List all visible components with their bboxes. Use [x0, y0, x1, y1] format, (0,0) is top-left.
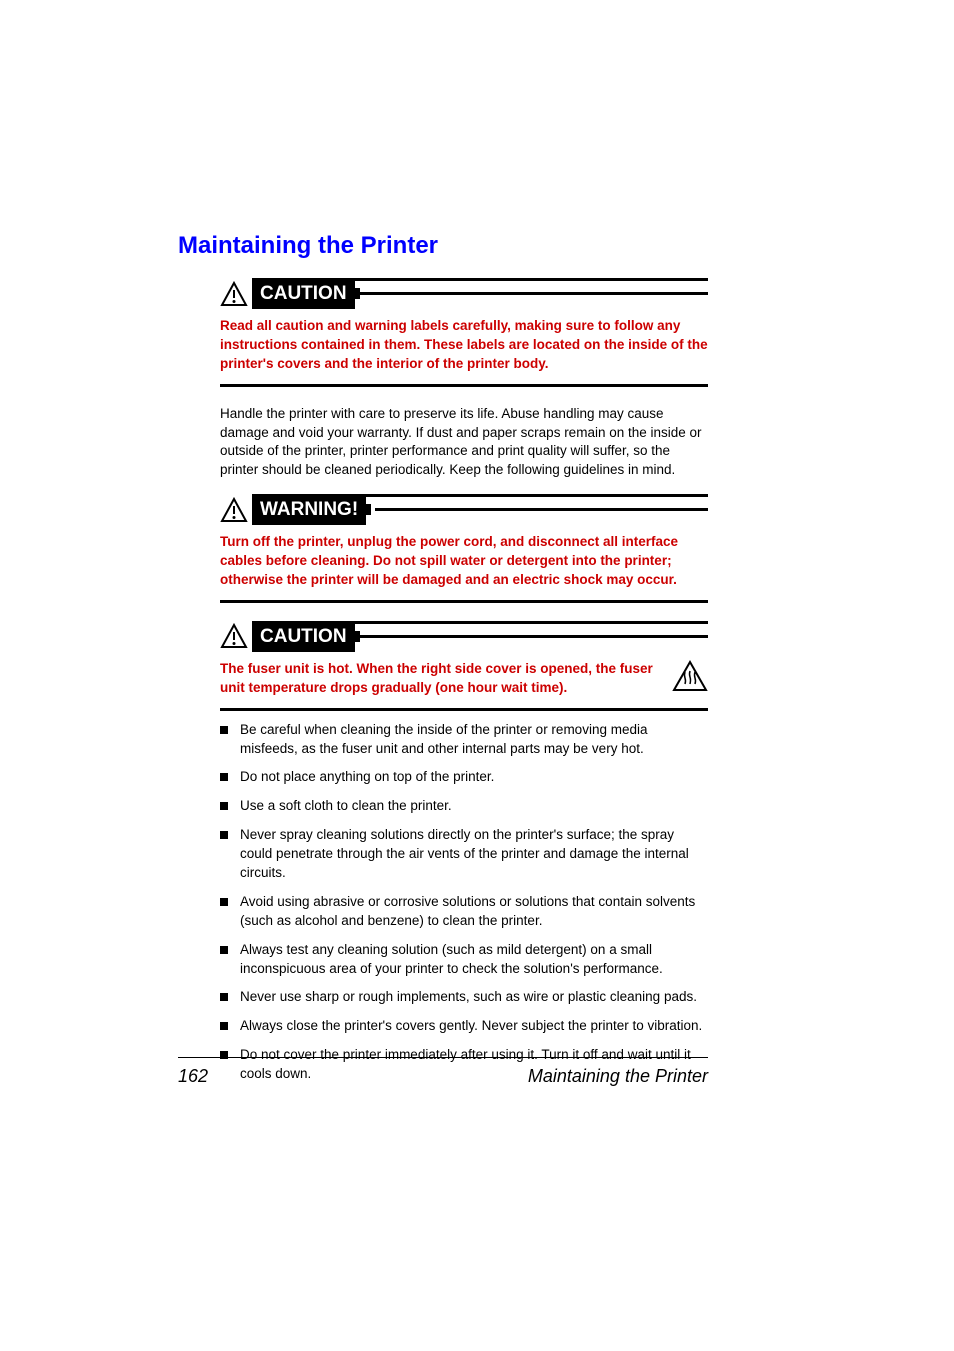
list-item: Always close the printer's covers gently…	[220, 1017, 708, 1036]
caution-label-2: CAUTION	[252, 624, 355, 652]
caution-block-1: CAUTION Read all caution and warning lab…	[220, 278, 708, 387]
bullet-text: Always test any cleaning solution (such …	[240, 941, 708, 979]
bullet-text: Use a soft cloth to clean the printer.	[240, 797, 708, 816]
bullet-text: Always close the printer's covers gently…	[240, 1017, 708, 1036]
caution-text-1: Read all caution and warning labels care…	[220, 317, 708, 374]
caution-label: CAUTION	[252, 281, 355, 309]
guidelines-list: Be careful when cleaning the inside of t…	[220, 721, 708, 1084]
bullet-text: Do not place anything on top of the prin…	[240, 768, 708, 787]
list-item: Use a soft cloth to clean the printer.	[220, 797, 708, 816]
hot-surface-icon	[672, 660, 708, 692]
list-item: Never spray cleaning solutions directly …	[220, 826, 708, 883]
warning-triangle-icon	[220, 280, 248, 308]
page-number: 162	[178, 1066, 208, 1087]
list-item: Do not place anything on top of the prin…	[220, 768, 708, 787]
bullet-text: Never use sharp or rough implements, suc…	[240, 988, 708, 1007]
page-heading: Maintaining the Printer	[178, 232, 708, 260]
page-footer: 162 Maintaining the Printer	[178, 1057, 708, 1087]
document-page: Maintaining the Printer CAUTION Read all…	[178, 232, 708, 1084]
list-item: Avoid using abrasive or corrosive soluti…	[220, 893, 708, 931]
body-paragraph-1: Handle the printer with care to preserve…	[220, 405, 708, 481]
warning-triangle-icon	[220, 496, 248, 524]
caution-block-2: CAUTION The fuser unit is hot. When the …	[220, 621, 708, 711]
warning-text: Turn off the printer, unplug the power c…	[220, 533, 708, 590]
caution-text-2: The fuser unit is hot. When the right si…	[220, 660, 662, 698]
warning-block: WARNING! Turn off the printer, unplug th…	[220, 494, 708, 603]
list-item: Never use sharp or rough implements, suc…	[220, 988, 708, 1007]
bullet-text: Be careful when cleaning the inside of t…	[240, 721, 708, 759]
bullet-text: Avoid using abrasive or corrosive soluti…	[240, 893, 708, 931]
list-item: Always test any cleaning solution (such …	[220, 941, 708, 979]
bullet-text: Never spray cleaning solutions directly …	[240, 826, 708, 883]
warning-label: WARNING!	[252, 497, 366, 525]
list-item: Be careful when cleaning the inside of t…	[220, 721, 708, 759]
warning-triangle-icon	[220, 622, 248, 650]
footer-title: Maintaining the Printer	[528, 1066, 708, 1087]
